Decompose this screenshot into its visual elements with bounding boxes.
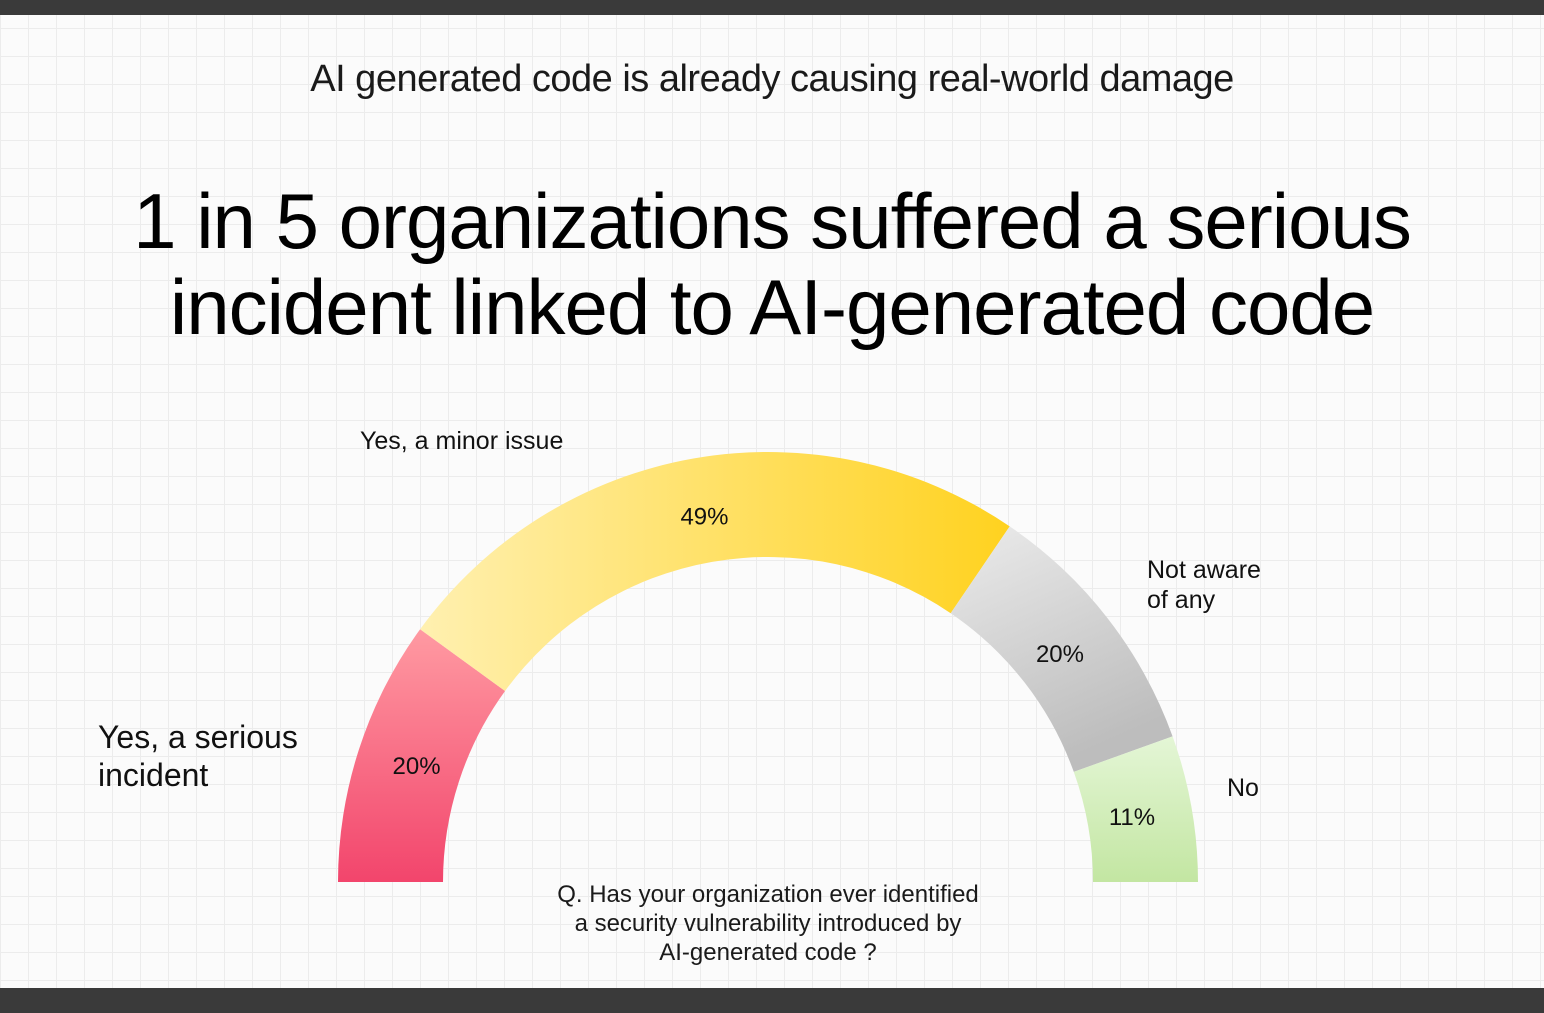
label-no: No: [1227, 773, 1259, 803]
headline-line-1: 1 in 5 organizations suffered a serious: [133, 177, 1412, 265]
arc-not-aware: [950, 526, 1173, 772]
label-serious-incident-line-1: Yes, a serious: [98, 719, 298, 755]
label-not-aware-line-1: Not aware: [1147, 556, 1261, 584]
question-line-3: AI-generated code ?: [659, 939, 877, 966]
headline: 1 in 5 organizations suffered a serious …: [0, 178, 1544, 350]
question-line-1: Q. Has your organization ever identified: [557, 881, 979, 908]
kicker-text: AI generated code is already causing rea…: [310, 58, 1234, 100]
value-label-minor-issue: 49%: [680, 503, 728, 530]
label-not-aware: Not aware of any: [1147, 555, 1261, 615]
headline-line-2: incident linked to AI-generated code: [169, 263, 1375, 351]
top-bar: [0, 0, 1544, 15]
label-minor-issue-line-1: Yes, a minor issue: [360, 427, 564, 455]
value-label-not-aware: 20%: [1036, 641, 1084, 668]
label-serious-incident-line-2: incident: [98, 757, 209, 793]
label-no-line-1: No: [1227, 774, 1259, 802]
survey-question: Q. Has your organization ever identified…: [468, 880, 1068, 967]
bottom-bar: [0, 988, 1544, 1013]
label-serious-incident: Yes, a serious incident: [98, 718, 298, 794]
value-label-serious-incident: 20%: [393, 753, 441, 780]
arc-minor-issue: [420, 451, 1010, 691]
arc-no: [1073, 736, 1198, 882]
label-minor-issue: Yes, a minor issue: [360, 426, 563, 456]
arc-serious-incident: [338, 629, 506, 882]
value-label-no: 11%: [1109, 804, 1155, 831]
question-line-2: a security vulnerability introduced by: [574, 910, 962, 937]
label-not-aware-line-2: of any: [1147, 586, 1216, 614]
